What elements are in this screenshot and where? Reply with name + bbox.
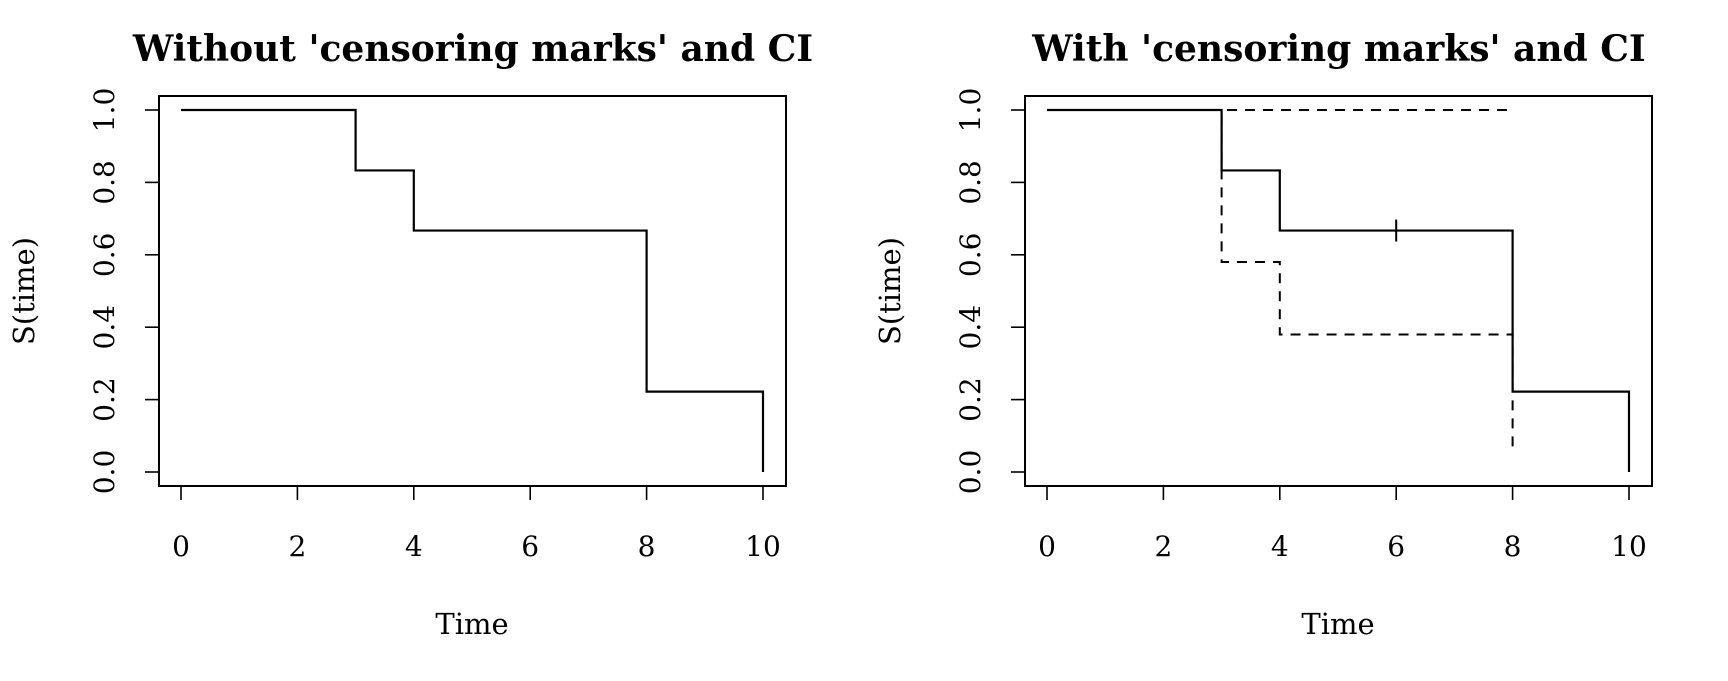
chart-title: With 'censoring marks' and CI: [1031, 28, 1645, 70]
data-marks: 0 2 4 6 8 10 0.0 0.2 0.4 0.6 0.8 1.0: [88, 88, 781, 563]
y-tick-label: 0.6: [954, 233, 987, 278]
chart-panel-2: With 'censoring marks' and CI Time S(tim…: [873, 28, 1653, 641]
y-tick-label: 0.0: [954, 450, 987, 495]
survival-series-line: [181, 108, 765, 472]
ci-series-line: [1047, 109, 1514, 451]
y-tick-label: 0.0: [88, 450, 121, 495]
y-tick-label: 0.4: [88, 305, 121, 350]
chart-title: Without 'censoring marks' and CI: [132, 28, 813, 70]
x-axis-label: Time: [1301, 607, 1374, 641]
y-tick-label: 0.4: [954, 305, 987, 350]
x-tick-label: 2: [1154, 530, 1172, 563]
x-tick-label: 10: [1611, 530, 1647, 563]
y-tick-label: 1.0: [88, 88, 121, 133]
chart-panel-1: Without 'censoring marks' and CI Time S(…: [7, 28, 813, 641]
x-tick-label: 6: [1387, 530, 1405, 563]
y-tick-label: 0.2: [954, 377, 987, 422]
x-tick-label: 4: [1271, 530, 1289, 563]
y-tick-label: 0.6: [88, 233, 121, 278]
x-tick-label: 8: [1504, 530, 1522, 563]
y-axis-label: S(time): [7, 237, 41, 345]
x-tick-label: 2: [288, 530, 306, 563]
y-tick-label: 1.0: [954, 88, 987, 133]
y-tick-label: 0.8: [954, 160, 987, 205]
plot-frame: [158, 95, 787, 487]
x-tick-label: 6: [521, 530, 539, 563]
data-marks: 0 2 4 6 8 10 0.0 0.2 0.4 0.6 0.8 1.0: [954, 88, 1647, 563]
x-tick-label: 0: [1038, 530, 1056, 563]
plot-frame: [1024, 95, 1653, 487]
x-tick-label: 8: [638, 530, 656, 563]
x-tick-label: 0: [172, 530, 190, 563]
y-tick-label: 0.8: [88, 160, 121, 205]
survival-series-line: [1047, 108, 1631, 472]
x-tick-label: 4: [405, 530, 423, 563]
y-axis-label: S(time): [873, 237, 907, 345]
y-tick-label: 0.2: [88, 377, 121, 422]
x-axis-label: Time: [435, 607, 508, 641]
x-tick-label: 10: [745, 530, 781, 563]
